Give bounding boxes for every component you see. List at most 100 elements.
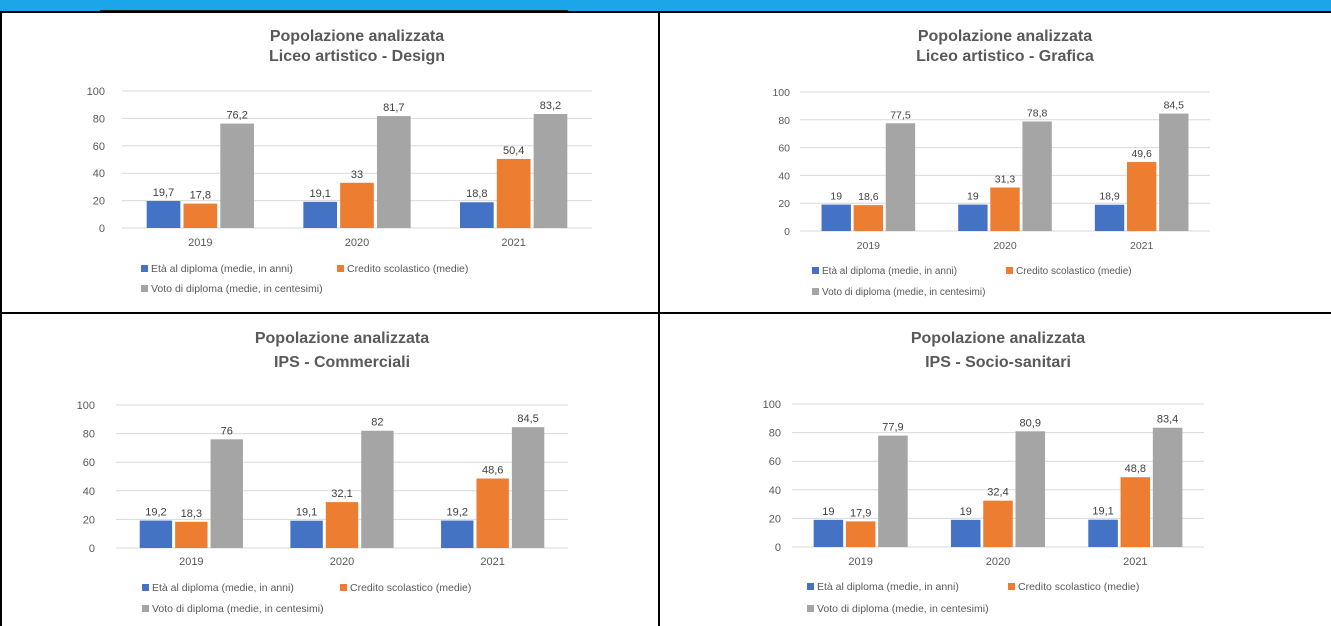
bar	[210, 439, 243, 548]
data-label: 19,1	[296, 507, 317, 519]
legend-swatch	[807, 605, 814, 612]
bar	[845, 521, 876, 547]
x-tick-label: 2020	[345, 237, 369, 249]
x-tick-label: 2019	[857, 240, 881, 252]
data-label: 76	[221, 425, 233, 437]
y-tick-label: 80	[83, 429, 95, 441]
data-label: 48,8	[1125, 463, 1146, 475]
y-tick-label: 60	[778, 143, 790, 155]
border-row	[0, 312, 1331, 314]
legend-swatch	[807, 583, 814, 590]
chart-title: Popolazione analizzata	[255, 330, 429, 347]
chart-grafica: Popolazione analizzata Liceo artistico - …	[772, 28, 1210, 298]
x-tick-label: 2021	[501, 237, 525, 249]
y-tick-label: 60	[93, 141, 105, 153]
data-label: 31,3	[995, 173, 1016, 185]
bar	[1152, 427, 1183, 547]
bar	[340, 182, 374, 228]
data-label: 19,1	[1092, 506, 1113, 518]
bar	[220, 123, 254, 228]
border-top	[0, 11, 1331, 13]
y-tick-label: 100	[772, 87, 790, 99]
data-label: 19	[830, 191, 842, 203]
legend-label: Voto di diploma (medie, in centesimi)	[152, 603, 324, 615]
chart-grid: Popolazione analizzata Liceo artistico - …	[0, 11, 1331, 626]
legend-label: Età al diploma (medie, in anni)	[822, 266, 957, 277]
border-middle	[658, 11, 660, 626]
legend-swatch	[812, 267, 819, 274]
legend-swatch	[1006, 267, 1013, 274]
data-label: 19,7	[153, 187, 174, 199]
border-left	[0, 11, 2, 626]
legend-swatch	[141, 265, 148, 272]
x-tick-label: 2021	[1123, 556, 1147, 568]
bar	[1088, 519, 1118, 547]
bar	[496, 158, 531, 228]
data-label: 83,4	[1157, 414, 1178, 426]
chart-subtitle: IPS - Commerciali	[274, 354, 410, 371]
y-tick-label: 100	[87, 86, 105, 98]
y-tick-label: 0	[99, 223, 105, 235]
legend-label: Credito scolastico (medie)	[347, 263, 468, 275]
legend-swatch	[337, 265, 344, 272]
bar	[1022, 121, 1052, 231]
y-tick-label: 100	[763, 399, 781, 411]
top-divider-line	[100, 10, 568, 11]
data-label: 32,1	[331, 488, 352, 500]
chart-panel-grafica: Popolazione analizzata Liceo artistico - …	[661, 13, 1331, 312]
bar	[1094, 204, 1125, 231]
bar	[950, 519, 981, 547]
chart-subtitle: Liceo artistico - Grafica	[916, 48, 1094, 65]
data-label: 19,2	[447, 507, 468, 519]
legend-label: Credito scolastico (medie)	[1016, 266, 1132, 277]
y-tick-label: 80	[93, 113, 105, 125]
y-tick-label: 20	[769, 513, 781, 525]
bar	[303, 201, 338, 228]
legend-label: Credito scolastico (medie)	[1018, 581, 1139, 593]
legend-label: Età al diploma (medie, in anni)	[817, 581, 959, 593]
y-tick-label: 0	[775, 542, 781, 554]
bar	[853, 205, 884, 231]
x-tick-label: 2020	[330, 556, 354, 568]
bar	[813, 519, 844, 547]
chart-subtitle: Liceo artistico - Design	[269, 48, 445, 65]
data-label: 17,8	[190, 190, 211, 202]
x-tick-label: 2019	[848, 556, 872, 568]
bar	[885, 123, 916, 231]
bar	[983, 500, 1013, 547]
y-tick-label: 0	[89, 543, 95, 555]
bar	[476, 478, 509, 548]
x-tick-label: 2020	[986, 556, 1010, 568]
chart-title: Popolazione analizzata	[270, 28, 444, 45]
data-label: 18,8	[466, 188, 487, 200]
chart-panel-socio-sanitari: Popolazione analizzata IPS - Socio-sanita…	[661, 315, 1331, 626]
legend-label: Età al diploma (medie, in anni)	[151, 263, 293, 275]
data-label: 84,5	[1164, 100, 1185, 112]
legend-swatch	[141, 285, 148, 292]
chart-title: Popolazione analizzata	[918, 28, 1092, 45]
legend-label: Credito scolastico (medie)	[350, 582, 471, 594]
bar	[325, 502, 359, 548]
data-label: 81,7	[383, 102, 404, 114]
data-label: 19	[967, 191, 979, 203]
bar	[533, 114, 568, 228]
legend-swatch	[1008, 583, 1015, 590]
data-label: 32,4	[987, 487, 1008, 499]
bar	[175, 521, 208, 548]
legend-swatch	[812, 288, 819, 295]
data-label: 83,2	[540, 100, 561, 112]
legend-swatch	[340, 584, 347, 591]
data-label: 77,5	[890, 109, 911, 121]
bar	[1159, 113, 1189, 231]
legend-swatch	[142, 605, 149, 612]
chart-socio-sanitari: Popolazione analizzata IPS - Socio-sanita…	[763, 330, 1204, 615]
bar	[460, 202, 494, 228]
data-label: 49,6	[1131, 148, 1152, 160]
bar	[183, 203, 218, 228]
bar	[990, 187, 1020, 231]
data-label: 18,9	[1099, 191, 1120, 203]
bar	[146, 201, 181, 228]
y-tick-label: 80	[769, 428, 781, 440]
legend-label: Voto di diploma (medie, in centesimi)	[151, 283, 323, 295]
legend-label: Voto di diploma (medie, in centesimi)	[822, 287, 985, 298]
